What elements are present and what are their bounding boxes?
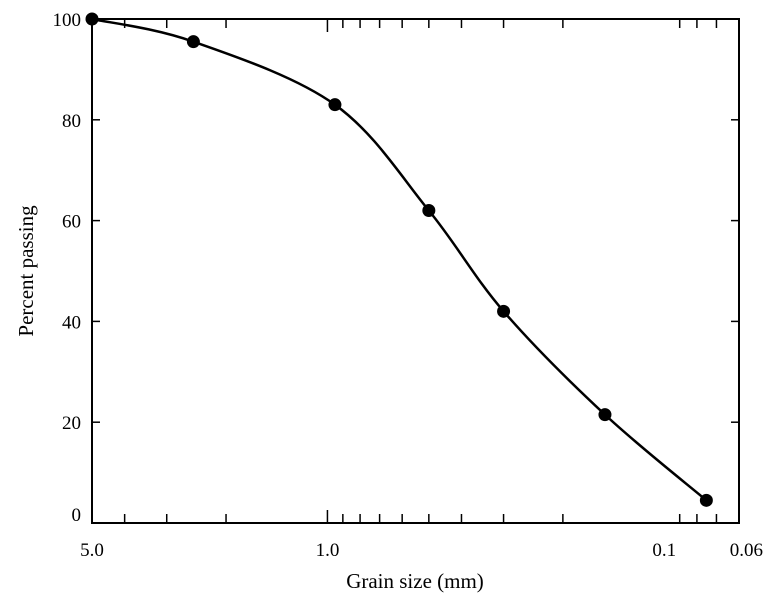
data-point bbox=[328, 98, 342, 112]
data-point bbox=[422, 204, 436, 218]
data-point bbox=[85, 12, 99, 26]
y-tick-label: 40 bbox=[62, 312, 81, 333]
x-tick-label: 0.06 bbox=[730, 540, 763, 561]
y-axis-title: Percent passing bbox=[14, 205, 38, 337]
y-tick-label: 100 bbox=[53, 10, 82, 31]
y-tick-label: 0 bbox=[72, 505, 82, 526]
x-minor-ticks bbox=[91, 19, 740, 523]
plot-frame bbox=[91, 18, 740, 524]
x-tick-label: 5.0 bbox=[80, 540, 104, 561]
data-point bbox=[598, 408, 612, 422]
x-axis-title: Grain size (mm) bbox=[346, 569, 484, 593]
data-point bbox=[497, 304, 511, 318]
y-ticks: 0 20 40 60 80 100 bbox=[53, 10, 739, 526]
y-tick-label: 80 bbox=[62, 111, 81, 132]
gradation-curve bbox=[91, 17, 708, 502]
data-point bbox=[186, 35, 200, 49]
data-point bbox=[699, 493, 713, 507]
x-tick-labels: 5.0 1.0 0.1 0.06 bbox=[80, 540, 763, 561]
data-points bbox=[85, 12, 713, 507]
y-tick-label: 20 bbox=[62, 413, 81, 434]
x-tick-label: 1.0 bbox=[316, 540, 340, 561]
y-tick-label: 60 bbox=[62, 212, 81, 233]
x-tick-label: 0.1 bbox=[652, 540, 676, 561]
